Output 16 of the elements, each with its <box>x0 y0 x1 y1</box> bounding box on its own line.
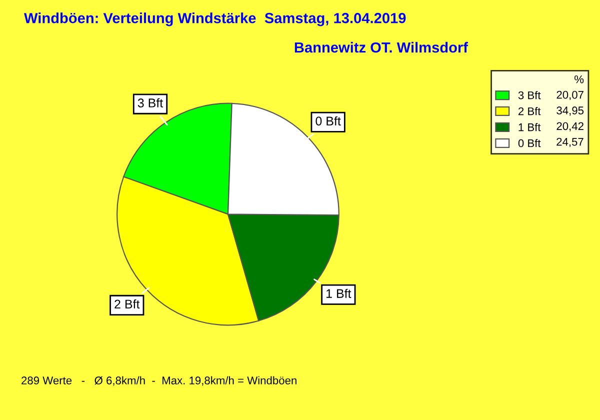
slice-label: 1 Bft <box>326 288 352 298</box>
legend-title: % <box>574 75 584 84</box>
legend-label: 1 Bft <box>518 123 541 132</box>
data-label: 24,57 <box>556 138 584 148</box>
slice-label: 2 Bft <box>114 299 140 309</box>
data-label: 20,07 <box>556 90 584 100</box>
chart-subtitle: Bannewitz OT. Wilmsdorf <box>294 42 468 53</box>
data-label: 34,95 <box>556 106 584 116</box>
legend-label: 3 Bft <box>518 91 541 100</box>
slice-label: 0 Bft <box>316 116 341 126</box>
legend-label: 2 Bft <box>518 107 541 116</box>
text: 289 Werte - Ø 6,8km/h - Max. 19,8km/h = Windböen <box>22 376 296 386</box>
legend-label: 0 Bft <box>518 139 541 148</box>
data-label: 20,42 <box>556 122 584 132</box>
chart-title: Windböen: Verteilung Windstärke Samstag, 13.04.2019 <box>24 12 406 26</box>
slice-label: 3 Bft <box>138 98 164 108</box>
